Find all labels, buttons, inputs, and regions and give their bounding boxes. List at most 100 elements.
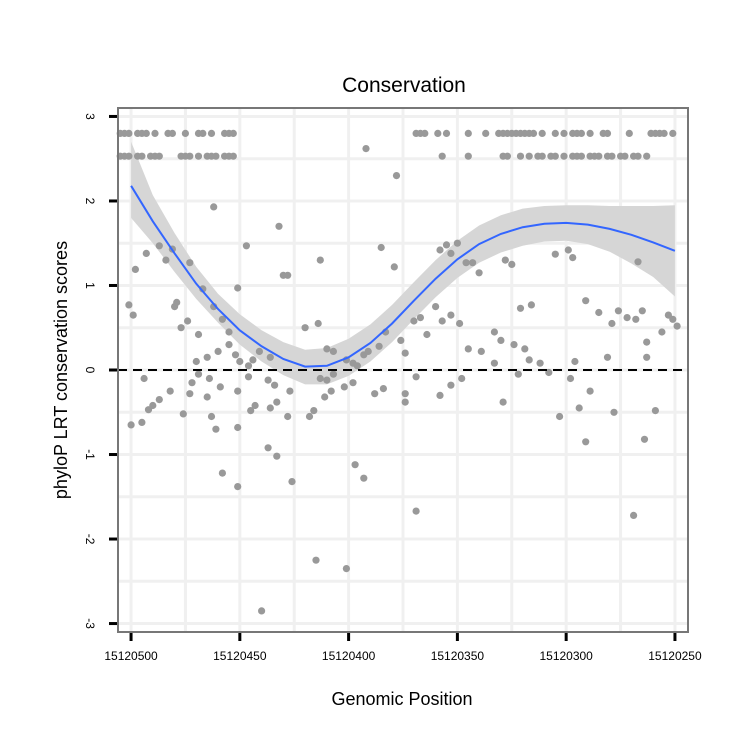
data-point xyxy=(364,347,372,355)
data-point xyxy=(525,152,533,160)
data-point xyxy=(231,351,240,359)
y-axis-title: phyloP LRT conservation scores xyxy=(51,241,71,499)
data-point xyxy=(669,129,677,137)
y-tick-label: 0 xyxy=(83,367,97,374)
data-point xyxy=(458,374,466,383)
data-point xyxy=(284,412,292,421)
data-point xyxy=(582,438,590,446)
data-point xyxy=(538,152,546,160)
data-point xyxy=(634,152,642,160)
data-point xyxy=(305,412,314,421)
data-point xyxy=(536,359,544,367)
data-point xyxy=(529,129,538,137)
data-point xyxy=(184,317,192,325)
data-point xyxy=(349,379,357,387)
data-point xyxy=(538,129,546,137)
y-tick-label: -3 xyxy=(83,618,97,629)
data-point xyxy=(327,387,335,395)
data-point xyxy=(379,385,387,393)
data-point xyxy=(669,315,677,323)
data-point xyxy=(447,381,455,389)
data-point xyxy=(582,297,590,305)
data-point xyxy=(351,461,359,469)
data-point xyxy=(234,483,242,491)
y-tick-label: -1 xyxy=(83,449,97,460)
data-point xyxy=(188,379,196,387)
data-point xyxy=(273,452,281,460)
data-point xyxy=(264,444,272,452)
data-point xyxy=(610,408,618,416)
data-point xyxy=(177,324,185,332)
data-point xyxy=(464,345,472,353)
data-point xyxy=(205,374,213,383)
data-point xyxy=(129,311,137,319)
data-point xyxy=(477,347,485,355)
data-point xyxy=(392,172,401,180)
data-point xyxy=(421,129,429,137)
data-point xyxy=(560,129,568,137)
x-tick-label: 15120400 xyxy=(322,649,376,663)
data-point xyxy=(377,243,385,252)
data-point xyxy=(436,391,444,399)
data-point xyxy=(266,353,274,361)
data-point xyxy=(249,356,257,364)
data-point xyxy=(475,269,483,277)
data-point xyxy=(516,304,525,312)
data-point xyxy=(673,322,681,330)
data-point xyxy=(218,315,226,323)
data-point xyxy=(464,129,472,137)
data-point xyxy=(234,387,242,395)
data-point xyxy=(608,319,616,328)
x-tick-label: 15120300 xyxy=(539,649,593,663)
data-point xyxy=(151,129,159,137)
y-tick-label: 3 xyxy=(83,113,97,120)
data-point xyxy=(214,347,222,355)
data-point xyxy=(251,401,259,410)
data-point xyxy=(434,129,442,137)
data-point xyxy=(216,383,224,391)
data-point xyxy=(401,390,409,398)
data-point xyxy=(658,328,666,336)
data-point xyxy=(595,152,603,160)
data-point xyxy=(286,387,294,395)
x-axis-title: Genomic Position xyxy=(331,689,472,709)
data-point xyxy=(499,398,507,406)
data-point xyxy=(340,383,348,391)
y-tick-label: 1 xyxy=(83,282,97,289)
data-point xyxy=(173,298,181,306)
data-point xyxy=(643,338,651,346)
data-point xyxy=(551,250,559,258)
data-point xyxy=(138,418,146,426)
data-point xyxy=(316,374,324,383)
data-point xyxy=(412,373,420,381)
data-point xyxy=(127,421,135,429)
data-point xyxy=(329,370,337,378)
data-point xyxy=(125,301,133,309)
data-point xyxy=(207,412,216,421)
data-point xyxy=(490,359,498,367)
data-point xyxy=(508,260,516,268)
data-point xyxy=(640,435,649,443)
data-point xyxy=(564,246,572,254)
data-point xyxy=(323,345,331,353)
data-point xyxy=(651,407,660,415)
data-point xyxy=(436,246,444,254)
data-point xyxy=(625,129,633,137)
data-point xyxy=(186,390,194,398)
data-point xyxy=(155,152,163,160)
data-point xyxy=(212,152,220,160)
x-tick-label: 15120450 xyxy=(213,649,267,663)
data-point xyxy=(264,376,272,384)
data-point xyxy=(571,357,579,366)
data-point xyxy=(192,357,200,366)
data-point xyxy=(469,259,477,267)
data-point xyxy=(284,271,292,279)
data-point xyxy=(638,307,646,315)
data-point xyxy=(621,152,629,160)
data-point xyxy=(244,373,253,381)
data-point xyxy=(438,152,446,160)
data-point xyxy=(131,265,139,273)
chart-title: Conservation xyxy=(342,74,466,97)
smooth-line-layer xyxy=(130,185,676,368)
data-point xyxy=(586,387,594,395)
